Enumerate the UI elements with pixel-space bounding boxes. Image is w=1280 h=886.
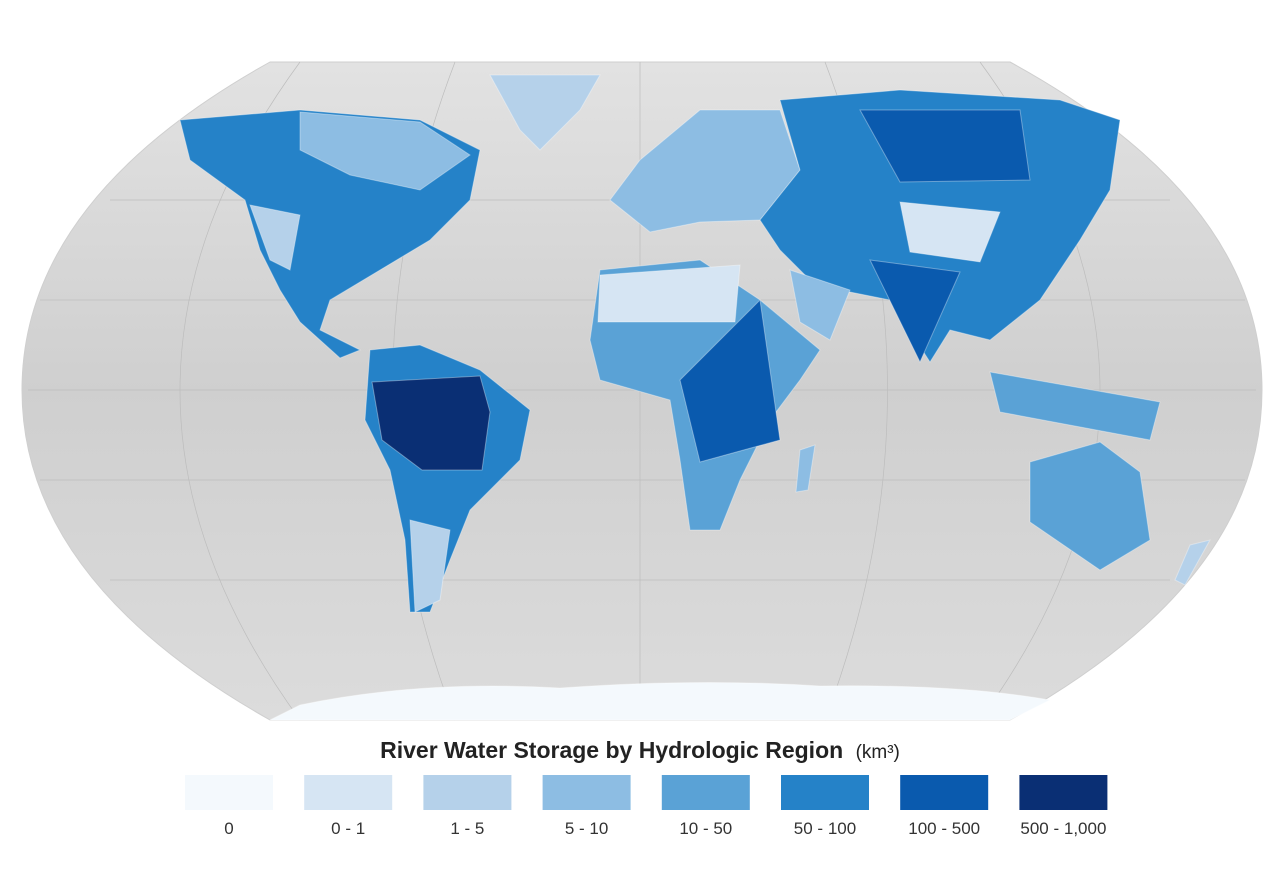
legend-swatch bbox=[661, 775, 750, 810]
legend-label: 1 - 5 bbox=[450, 819, 484, 838]
amazon bbox=[371, 375, 491, 471]
tibet bbox=[899, 201, 1001, 263]
legend-label: 50 - 100 bbox=[794, 819, 856, 838]
legend-swatch bbox=[185, 775, 273, 810]
arabia bbox=[789, 269, 851, 341]
legend-swatch bbox=[542, 775, 631, 810]
india bbox=[869, 259, 961, 364]
legend-label: 500 - 1,000 bbox=[1020, 819, 1106, 838]
legend-label: 100 - 500 bbox=[908, 819, 980, 838]
legend-title: River Water Storage by Hydrologic Region bbox=[380, 737, 843, 763]
indonesia bbox=[989, 371, 1161, 441]
greenland bbox=[489, 74, 601, 151]
legend-swatch bbox=[423, 775, 512, 810]
legend-swatch bbox=[1019, 775, 1108, 810]
legend-unit: (km³) bbox=[856, 742, 900, 763]
congo bbox=[679, 298, 781, 463]
legend-label: 10 - 50 bbox=[679, 819, 732, 838]
antarctica bbox=[269, 681, 1052, 721]
legend: 0 0 - 1 1 - 5 5 - 10 10 - 50 50 - 100 100 - 50… bbox=[185, 775, 1108, 838]
legend-heading: River Water Storage by Hydrologic Region… bbox=[380, 737, 900, 763]
sahara bbox=[597, 264, 741, 323]
new-zealand bbox=[1174, 539, 1211, 586]
legend-swatch bbox=[900, 775, 989, 810]
north-america-west bbox=[249, 204, 301, 271]
legend-label: 0 bbox=[224, 819, 233, 838]
legend-label: 5 - 10 bbox=[565, 819, 608, 838]
patagonia bbox=[409, 519, 451, 613]
legend-swatch bbox=[304, 775, 393, 810]
australia bbox=[1029, 441, 1151, 571]
world-map bbox=[21, 61, 1263, 721]
legend-swatch bbox=[781, 775, 869, 810]
legend-label: 0 - 1 bbox=[331, 819, 365, 838]
madagascar bbox=[795, 444, 816, 493]
siberia bbox=[859, 109, 1031, 183]
canada-north bbox=[299, 111, 471, 191]
